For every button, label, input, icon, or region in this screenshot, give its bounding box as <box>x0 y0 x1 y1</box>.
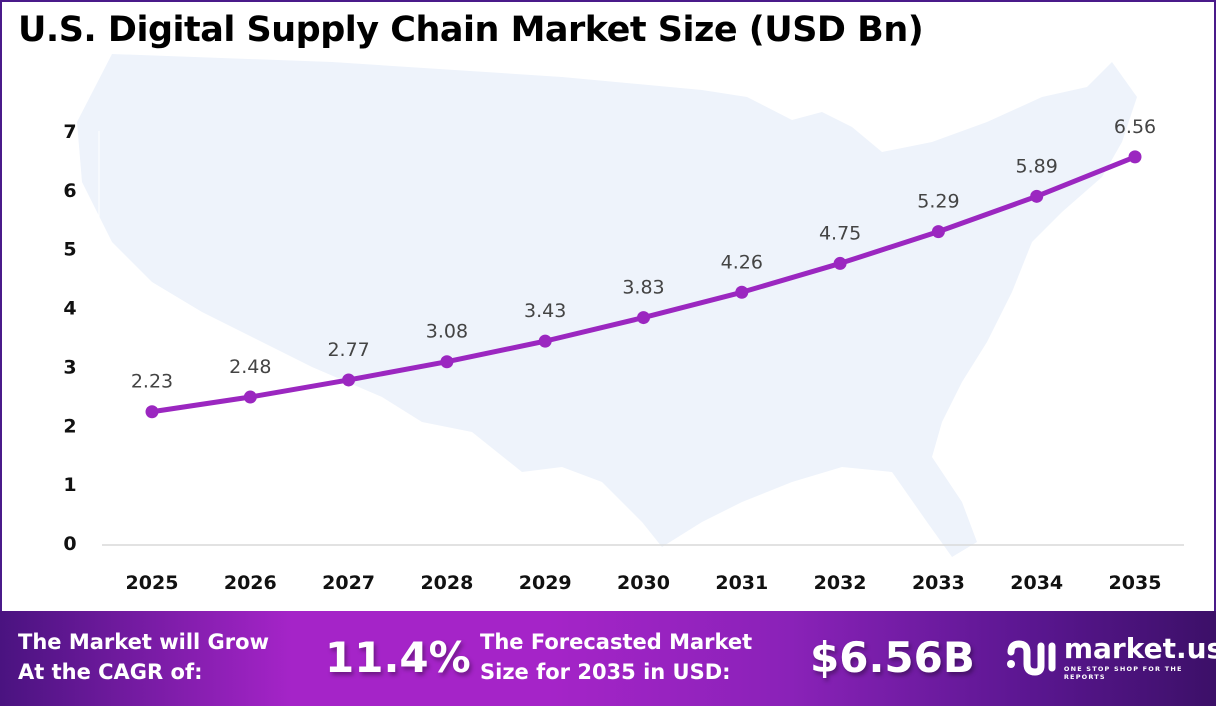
data-label: 2.77 <box>327 339 369 361</box>
data-label: 2.23 <box>131 371 173 393</box>
forecast-label-line1: The Forecasted Market <box>480 630 753 654</box>
data-label: 2.48 <box>229 356 271 378</box>
data-point <box>637 311 650 325</box>
cagr-label: The Market will Grow At the CAGR of: <box>18 627 269 687</box>
logo-name: market.us <box>1063 632 1216 665</box>
y-tick-label: 5 <box>63 239 76 261</box>
footer-banner: The Market will Grow At the CAGR of: 11.… <box>0 611 1216 706</box>
y-tick-label: 7 <box>63 121 76 143</box>
forecast-value: $6.56B <box>810 633 975 682</box>
line-chart: 0 1 2 3 4 5 6 7 2025 2026 2027 2028 2029 2030 2031 2032… <box>63 54 1184 594</box>
data-label: 3.43 <box>524 300 566 322</box>
market-us-logo: market.us ONE STOP SHOP FOR THE REPORTS <box>1005 635 1216 681</box>
x-tick-label: 2032 <box>814 572 867 594</box>
cagr-label-line2: At the CAGR of: <box>18 660 203 684</box>
x-tick-label: 2035 <box>1109 572 1162 594</box>
data-point <box>342 373 356 387</box>
us-map-silhouette <box>77 54 1137 557</box>
data-point <box>833 256 847 270</box>
x-tick-label: 2030 <box>617 572 670 594</box>
x-tick-label: 2031 <box>715 572 768 594</box>
data-label: 6.56 <box>1114 116 1156 138</box>
data-label: 5.89 <box>1016 155 1058 177</box>
data-point <box>1128 150 1142 164</box>
data-label: 4.26 <box>721 251 763 273</box>
data-point <box>145 405 159 419</box>
x-tick-label: 2027 <box>322 572 375 594</box>
x-tick-label: 2033 <box>912 572 965 594</box>
chart-title: U.S. Digital Supply Chain Market Size (U… <box>18 10 924 50</box>
x-tick-label: 2026 <box>224 572 277 594</box>
data-point <box>735 285 749 299</box>
data-point <box>440 355 454 369</box>
forecast-label-line2: Size for 2035 in USD: <box>480 660 731 684</box>
y-tick-label: 4 <box>63 298 76 320</box>
forecast-label: The Forecasted Market Size for 2035 in U… <box>480 627 752 687</box>
y-tick-label: 2 <box>63 415 76 437</box>
y-tick-label: 0 <box>63 533 76 555</box>
cagr-label-line1: The Market will Grow <box>18 630 269 654</box>
x-tick-label: 2025 <box>126 572 179 594</box>
data-point <box>243 390 257 404</box>
logo-tagline: ONE STOP SHOP FOR THE REPORTS <box>1063 665 1183 681</box>
data-label: 4.75 <box>819 222 861 244</box>
data-label: 5.29 <box>917 191 959 213</box>
data-label: 3.08 <box>426 321 468 343</box>
x-tick-label: 2029 <box>519 572 572 594</box>
cagr-value: 11.4% <box>325 633 471 682</box>
data-label: 3.83 <box>622 277 664 299</box>
data-point <box>931 225 945 239</box>
y-tick-label: 1 <box>63 474 76 496</box>
data-point <box>1030 189 1044 203</box>
market-us-logo-icon <box>1007 640 1056 676</box>
y-tick-label: 3 <box>63 356 76 378</box>
x-tick-label: 2034 <box>1010 572 1063 594</box>
data-point <box>538 334 552 348</box>
x-tick-label: 2028 <box>420 572 473 594</box>
y-tick-label: 6 <box>63 180 76 202</box>
